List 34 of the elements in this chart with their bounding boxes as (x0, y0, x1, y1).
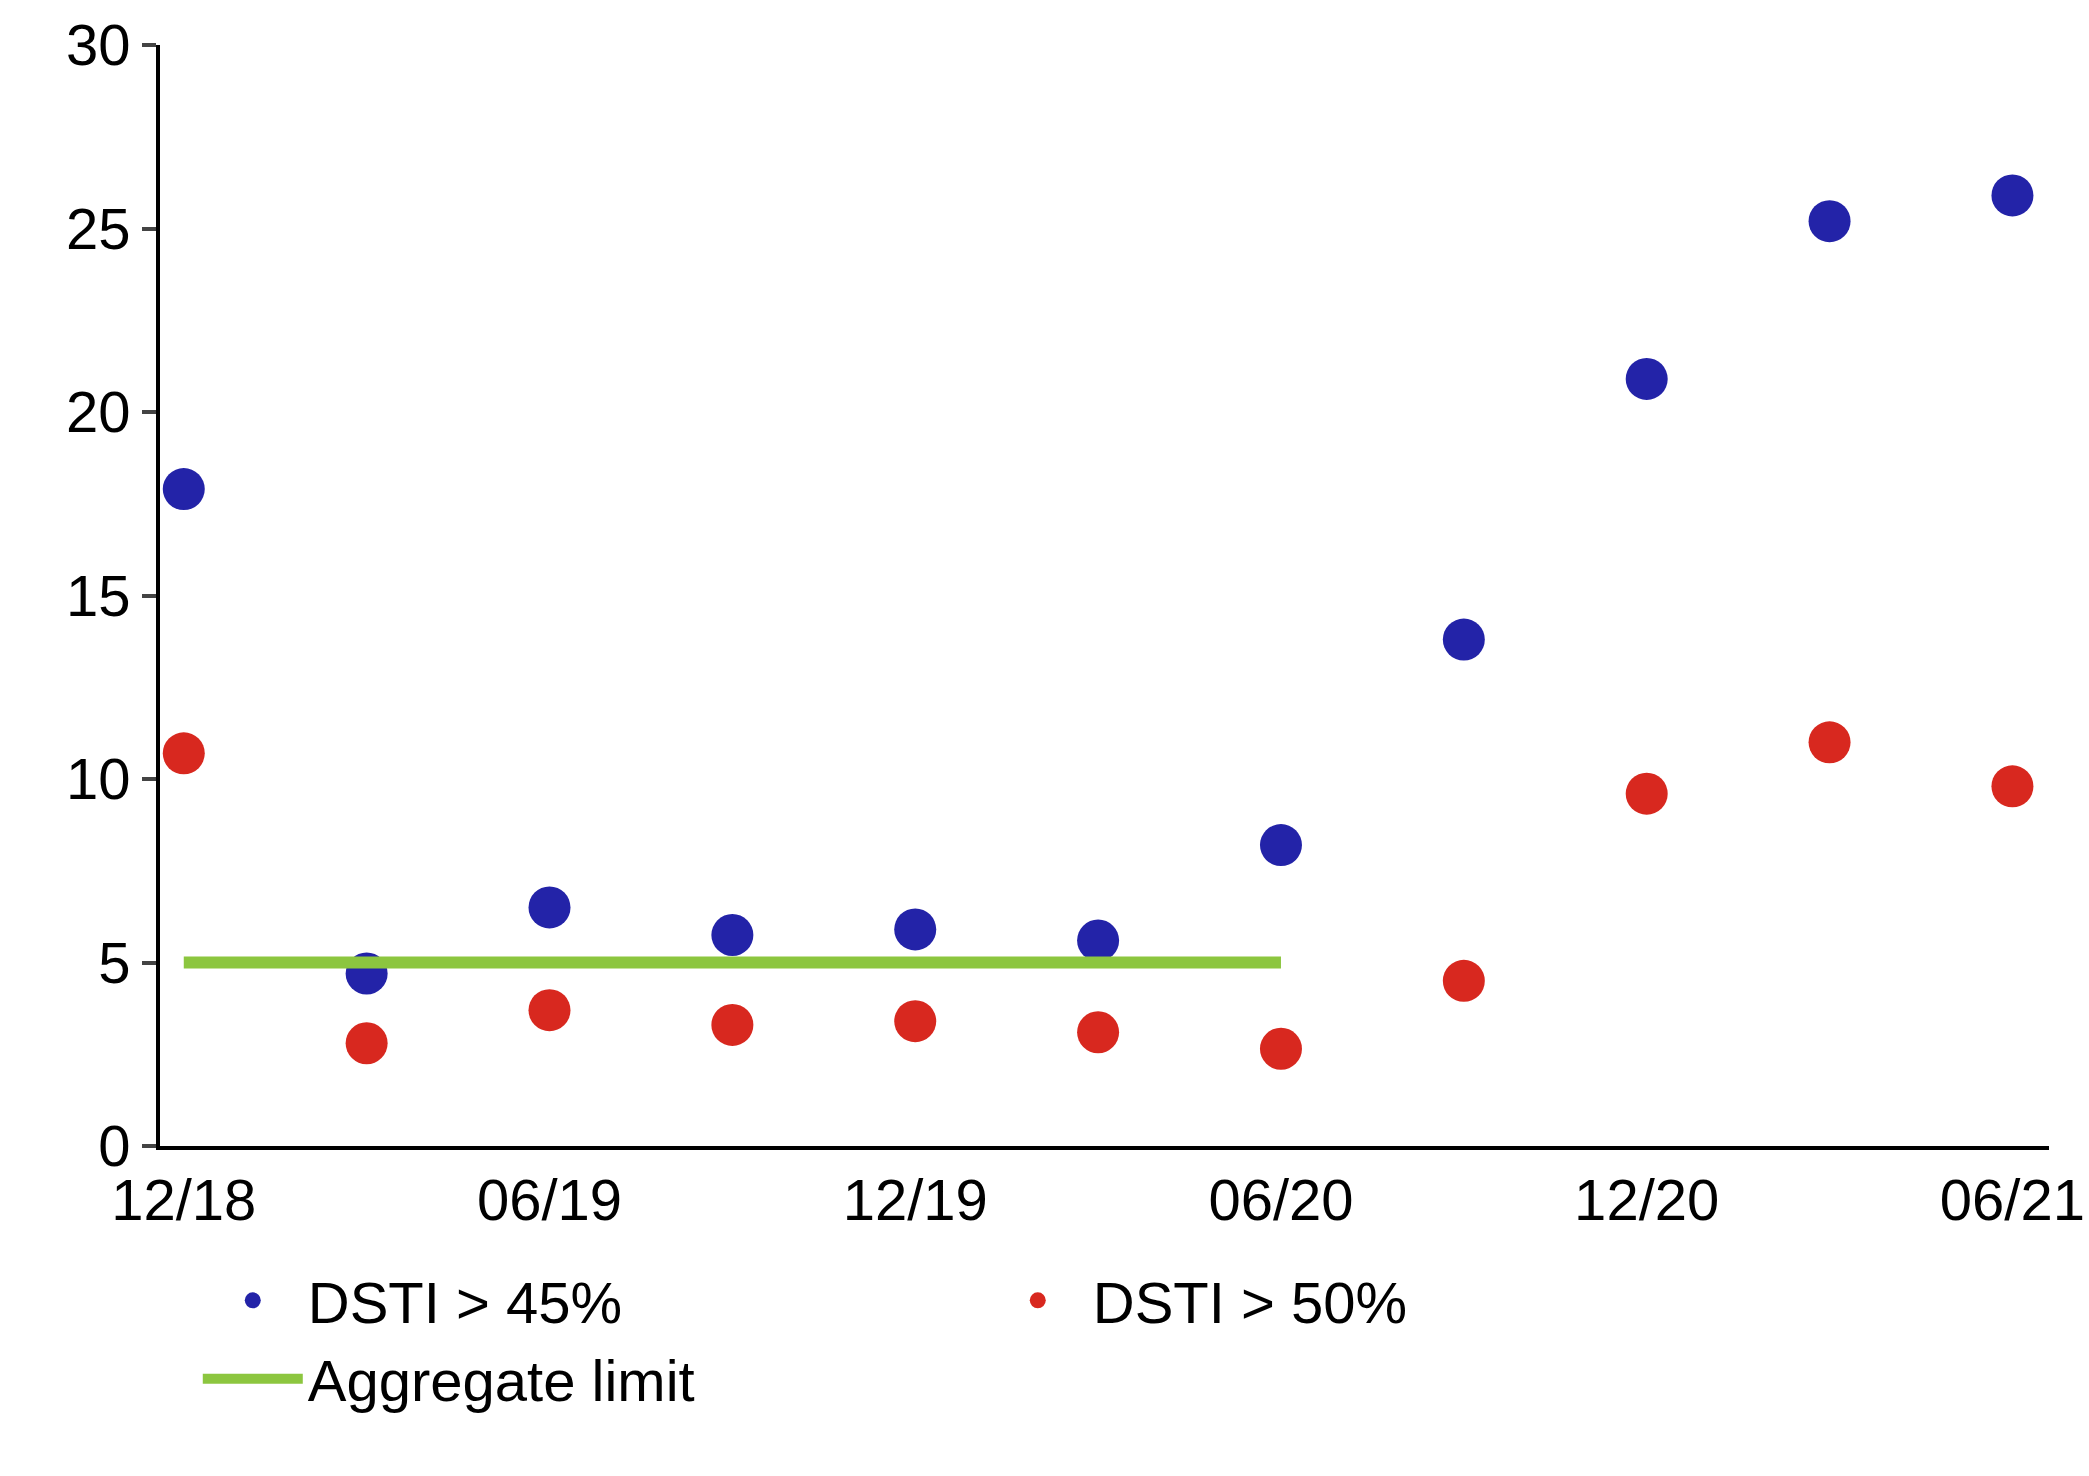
point (1808, 200, 1851, 243)
point (711, 913, 754, 956)
y-tick-label: 25 (65, 195, 131, 261)
point (528, 989, 571, 1032)
point (1442, 959, 1485, 1002)
x-tick-label: 06/20 (1208, 1166, 1354, 1232)
y-tick-label: 20 (65, 379, 131, 445)
point (711, 1003, 754, 1046)
point (345, 1022, 388, 1065)
x-tick-label: 06/21 (1939, 1166, 2086, 1232)
point (162, 732, 205, 775)
point (1625, 357, 1668, 400)
point (1808, 721, 1851, 764)
point (1625, 772, 1668, 815)
point (1991, 174, 2034, 217)
point (1991, 765, 2034, 808)
point (894, 1000, 937, 1043)
point (1259, 824, 1302, 867)
point (1077, 1011, 1120, 1054)
point (528, 886, 571, 929)
y-tick-label: 10 (65, 746, 131, 812)
legend-label: DSTI > 45% (307, 1269, 623, 1335)
x-tick-label: 12/20 (1574, 1166, 1720, 1232)
x-tick-label: 06/19 (476, 1166, 623, 1232)
point (162, 468, 205, 511)
legend-label: Aggregate limit (307, 1348, 695, 1414)
y-tick-label: 30 (65, 12, 131, 78)
point (1442, 618, 1485, 661)
y-tick-label: 5 (98, 929, 131, 995)
point (1259, 1027, 1302, 1070)
legend-label: DSTI > 50% (1092, 1269, 1408, 1335)
point (894, 908, 937, 951)
y-tick-label: 15 (65, 562, 131, 628)
x-tick-label: 12/19 (842, 1166, 988, 1232)
